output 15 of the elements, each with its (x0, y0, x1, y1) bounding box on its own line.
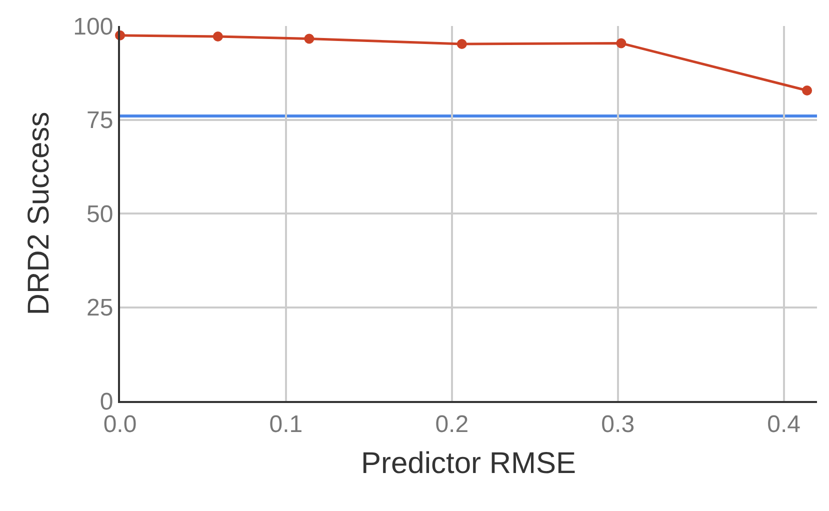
y-tick-label: 100 (73, 13, 114, 40)
y-tick-label: 50 (86, 200, 114, 228)
y-tick-label: 25 (86, 294, 114, 322)
x-tick-label: 0.3 (601, 410, 635, 438)
point (456, 39, 467, 49)
point (212, 32, 223, 42)
x-tick-label: 0.4 (767, 410, 800, 438)
y-axis-title: DRD2 Success (22, 112, 56, 316)
point (304, 34, 314, 44)
x-tick-label: 0.2 (435, 410, 469, 438)
point (616, 38, 626, 48)
y-tick-label: 75 (86, 107, 114, 134)
point (802, 86, 812, 96)
x-axis-title: Predictor RMSE (360, 446, 576, 480)
x-tick-label: 0.1 (269, 410, 303, 438)
